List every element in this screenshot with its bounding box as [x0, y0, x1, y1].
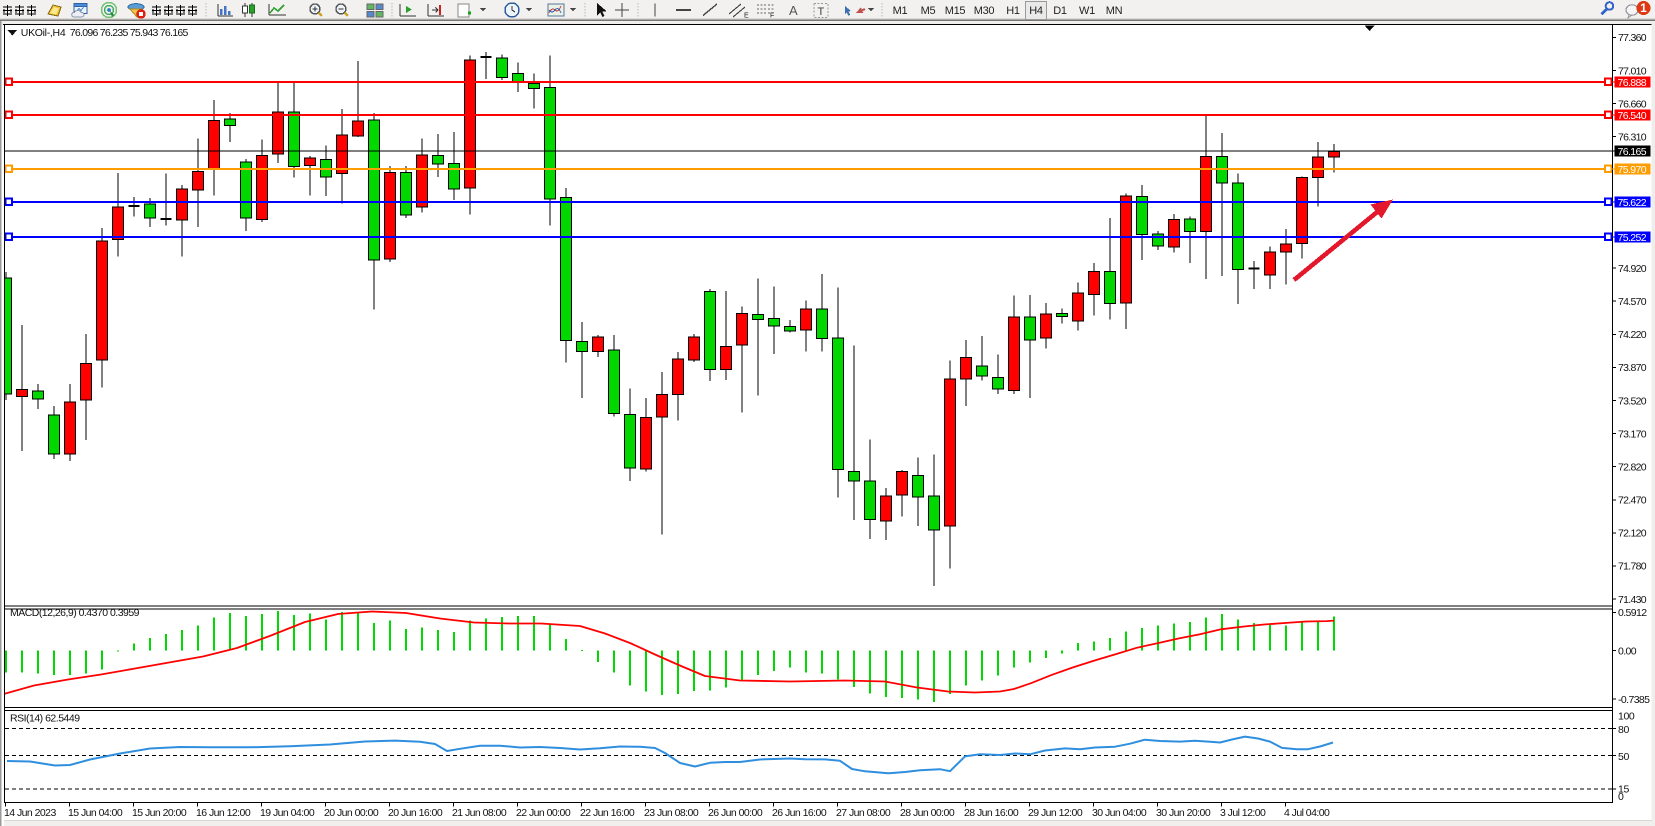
- svg-text:76.660: 76.660: [1618, 98, 1647, 110]
- svg-text:100: 100: [1618, 711, 1635, 723]
- svg-text:19 Jun 04:00: 19 Jun 04:00: [260, 807, 315, 819]
- svg-text:28 Jun 16:00: 28 Jun 16:00: [964, 807, 1019, 819]
- svg-text:71.780: 71.780: [1618, 561, 1647, 573]
- svg-text:74.570: 74.570: [1618, 296, 1647, 308]
- svg-text:26 Jun 16:00: 26 Jun 16:00: [772, 807, 827, 819]
- svg-text:0: 0: [1618, 791, 1624, 803]
- svg-text:23 Jun 08:00: 23 Jun 08:00: [644, 807, 699, 819]
- svg-text:20 Jun 16:00: 20 Jun 16:00: [388, 807, 443, 819]
- svg-text:M5: M5: [921, 5, 936, 17]
- svg-text:M30: M30: [974, 5, 995, 17]
- svg-text:4 Jul 04:00: 4 Jul 04:00: [1284, 807, 1330, 819]
- svg-text:MN: MN: [1106, 5, 1123, 17]
- svg-text:F: F: [770, 13, 774, 20]
- svg-text:29 Jun 12:00: 29 Jun 12:00: [1028, 807, 1083, 819]
- svg-text:T: T: [818, 6, 825, 18]
- svg-text:74.920: 74.920: [1618, 263, 1647, 275]
- svg-text:21 Jun 08:00: 21 Jun 08:00: [452, 807, 507, 819]
- svg-text:27 Jun 08:00: 27 Jun 08:00: [836, 807, 891, 819]
- svg-text:80: 80: [1618, 724, 1629, 736]
- svg-text:77.010: 77.010: [1618, 65, 1647, 77]
- svg-text:16 Jun 12:00: 16 Jun 12:00: [196, 807, 251, 819]
- svg-text:RSI(14) 62.5449: RSI(14) 62.5449: [10, 713, 80, 725]
- svg-text:15 Jun 20:00: 15 Jun 20:00: [132, 807, 187, 819]
- svg-text:M1: M1: [893, 5, 908, 17]
- svg-text:30 Jun 04:00: 30 Jun 04:00: [1092, 807, 1147, 819]
- svg-text:M15: M15: [945, 5, 966, 17]
- svg-text:50: 50: [1618, 751, 1629, 763]
- svg-text:76.540: 76.540: [1618, 110, 1647, 122]
- svg-text:77.360: 77.360: [1618, 32, 1647, 44]
- svg-text:76.888: 76.888: [1618, 77, 1647, 89]
- svg-text:E: E: [744, 13, 749, 20]
- svg-text:73.170: 73.170: [1618, 428, 1647, 440]
- svg-text:74.220: 74.220: [1618, 329, 1647, 341]
- svg-text:71.430: 71.430: [1618, 594, 1647, 606]
- svg-text:0.5912: 0.5912: [1618, 607, 1647, 619]
- svg-text:3 Jul 12:00: 3 Jul 12:00: [1220, 807, 1266, 819]
- svg-text:15 Jun 04:00: 15 Jun 04:00: [68, 807, 123, 819]
- svg-text:72.820: 72.820: [1618, 462, 1647, 474]
- svg-text:30 Jun 20:00: 30 Jun 20:00: [1156, 807, 1211, 819]
- svg-text:0.00: 0.00: [1618, 645, 1637, 657]
- svg-text:75.252: 75.252: [1618, 232, 1647, 244]
- svg-text:W1: W1: [1079, 5, 1095, 17]
- svg-text:22 Jun 16:00: 22 Jun 16:00: [580, 807, 635, 819]
- svg-text:A: A: [789, 3, 798, 18]
- svg-text:72.470: 72.470: [1618, 495, 1647, 507]
- svg-text:73.520: 73.520: [1618, 395, 1647, 407]
- svg-text:76.165: 76.165: [1618, 146, 1647, 158]
- svg-text:1: 1: [1640, 1, 1647, 15]
- svg-text:MACD(12,26,9) 0.4370 0.3959: MACD(12,26,9) 0.4370 0.3959: [10, 607, 140, 619]
- svg-text:H4: H4: [1029, 5, 1043, 17]
- svg-text:75.970: 75.970: [1618, 164, 1647, 176]
- svg-text:28 Jun 00:00: 28 Jun 00:00: [900, 807, 955, 819]
- svg-text:73.870: 73.870: [1618, 362, 1647, 374]
- svg-text:H1: H1: [1006, 5, 1020, 17]
- svg-text:D1: D1: [1053, 5, 1067, 17]
- svg-text:72.120: 72.120: [1618, 528, 1647, 540]
- svg-text:14 Jun 2023: 14 Jun 2023: [4, 807, 56, 819]
- svg-text:22 Jun 00:00: 22 Jun 00:00: [516, 807, 571, 819]
- svg-text:75.622: 75.622: [1618, 197, 1647, 209]
- svg-text:20 Jun 00:00: 20 Jun 00:00: [324, 807, 379, 819]
- svg-text:26 Jun 00:00: 26 Jun 00:00: [708, 807, 763, 819]
- svg-text:-0.7385: -0.7385: [1618, 694, 1650, 706]
- svg-text:76.310: 76.310: [1618, 132, 1647, 144]
- svg-text:15: 15: [1618, 784, 1629, 796]
